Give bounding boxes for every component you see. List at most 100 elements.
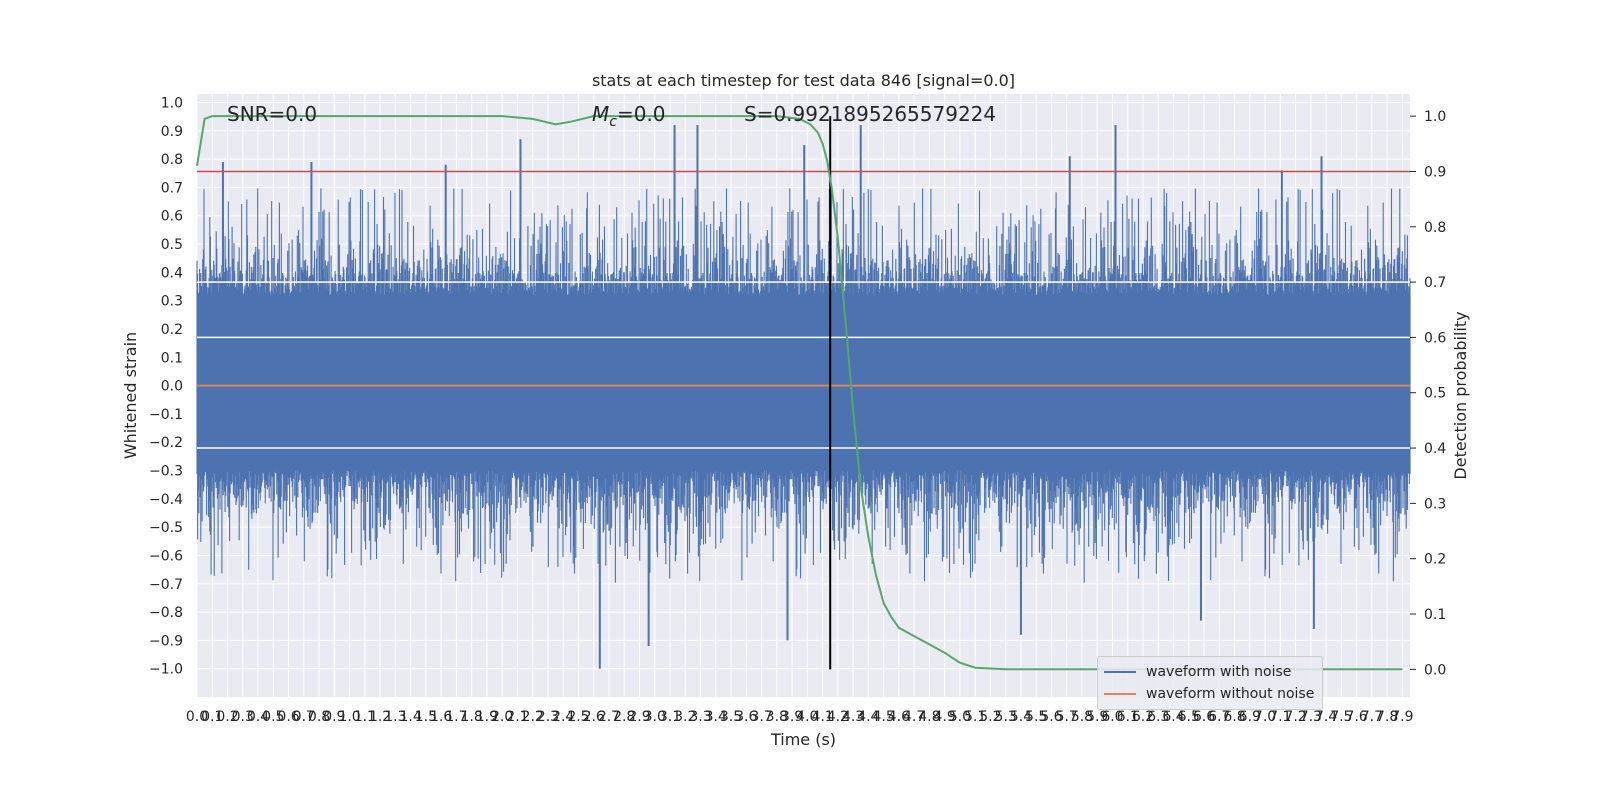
x-tick-label: 4.0 [796,709,818,725]
x-tick-label: 2.5 [567,709,589,725]
y-tick-label: −0.6 [149,548,183,564]
legend-label-with-noise: waveform with noise [1146,664,1292,680]
x-tick-label: 7.5 [1330,709,1352,725]
x-tick-label: 3.6 [735,709,757,725]
x-tick-label: 2.4 [552,709,574,725]
x-tick-label: 5.6 [1040,709,1062,725]
x-tick-label: 7.8 [1376,709,1398,725]
x-tick-label: 6.1 [1117,709,1139,725]
y-axis-label: Whitened strain [121,332,140,459]
x-tick-label: 0.7 [293,709,315,725]
x-tick-label: 3.3 [689,709,711,725]
x-tick-label: 3.7 [750,709,772,725]
y-tick-label: 0.6 [161,209,183,225]
x-tick-label: 3.9 [781,709,803,725]
y2-tick-label: 0.8 [1424,220,1446,236]
x-tick-label: 0.8 [308,709,330,725]
x-tick-label: 0.6 [277,709,299,725]
y-tick-label: 0.4 [161,265,183,281]
x-tick-label: 4.1 [811,709,833,725]
x-tick-label: 1.6 [430,709,452,725]
x-tick-label: 5.2 [979,709,1001,725]
x-tick-label: 3.0 [644,709,666,725]
legend-item-with-noise: waveform with noise [1104,661,1314,683]
detection-probability-line [196,115,1403,671]
y-tick-label: 0.5 [161,237,183,253]
x-tick-label: 5.9 [1086,709,1108,725]
y-tick-label: −0.1 [149,407,183,423]
x-tick-label: 1.0 [338,709,360,725]
x-tick-label: 4.5 [872,709,894,725]
x-tick-label: 6.9 [1239,709,1261,725]
legend-label-without-noise: waveform without noise [1146,686,1315,702]
x-tick-label: 2.3 [537,709,559,725]
mc-annotation: Mc=0.0 [592,102,666,130]
x-tick-label: 5.7 [1056,709,1078,725]
x-tick-label: 5.8 [1071,709,1093,725]
legend: waveform with noise waveform without noi… [1097,656,1324,710]
s-annotation: S=0.9921895265579224 [744,102,996,126]
mc-subscript: c [609,114,617,130]
x-tick-label: 4.7 [903,709,925,725]
y2-tick-label: 0.3 [1424,496,1446,512]
x-tick-label: 0.0 [186,709,208,725]
snr-annotation: SNR=0.0 [227,102,317,126]
x-tick-label: 7.1 [1269,709,1291,725]
x-tick-label: 2.1 [506,709,528,725]
x-tick-label: 1.7 [445,709,467,725]
x-tick-label: 7.0 [1254,709,1276,725]
x-tick-label: 1.9 [476,709,498,725]
y2-tick-label: 0.7 [1424,275,1446,291]
x-tick-label: 4.9 [934,709,956,725]
y2-tick-label: 0.5 [1424,386,1446,402]
x-axis-label: Time (s) [770,730,836,749]
x-tick-label: 5.3 [995,709,1017,725]
y-tick-label: 0.8 [161,152,183,168]
x-tick-label: 3.8 [766,709,788,725]
overlay-lines [196,115,1410,671]
y-tick-label: 0.3 [161,294,183,310]
x-tick-label: 0.1 [201,709,223,725]
y-tick-label: −0.3 [149,464,183,480]
x-tick-label: 2.0 [491,709,513,725]
x-tick-label: 0.9 [323,709,345,725]
x-tick-label: 2.6 [583,709,605,725]
y-tick-label: 0.9 [161,124,183,140]
x-tick-label: 3.2 [674,709,696,725]
axes: 0.00.10.20.30.40.50.60.70.80.91.01.11.21… [149,95,1446,725]
x-tick-label: 6.2 [1132,709,1154,725]
y2-tick-label: 0.9 [1424,164,1446,180]
x-tick-label: 2.2 [522,709,544,725]
y-tick-label: −1.0 [149,662,183,678]
y2-tick-label: 1.0 [1424,109,1446,125]
x-tick-label: 2.8 [613,709,635,725]
x-tick-label: 7.3 [1300,709,1322,725]
x-tick-label: 6.3 [1147,709,1169,725]
y-tick-label: 0.1 [161,350,183,366]
x-tick-label: 4.4 [857,709,879,725]
x-tick-label: 5.5 [1025,709,1047,725]
chart-title: stats at each timestep for test data 846… [592,71,1015,90]
x-tick-label: 1.4 [399,709,421,725]
x-tick-label: 5.0 [949,709,971,725]
x-tick-label: 3.5 [720,709,742,725]
x-tick-label: 6.0 [1101,709,1123,725]
x-tick-label: 6.7 [1208,709,1230,725]
x-tick-label: 3.1 [659,709,681,725]
x-tick-label: 2.9 [628,709,650,725]
y2-tick-label: 0.2 [1424,552,1446,568]
x-tick-label: 4.8 [918,709,940,725]
x-tick-label: 6.5 [1178,709,1200,725]
x-tick-label: 4.6 [888,709,910,725]
y-tick-label: −0.2 [149,435,183,451]
legend-item-without-noise: waveform without noise [1104,683,1314,705]
x-tick-label: 0.2 [216,709,238,725]
y-tick-label: 0.2 [161,322,183,338]
x-tick-label: 6.8 [1223,709,1245,725]
x-tick-label: 2.7 [598,709,620,725]
x-tick-label: 4.2 [827,709,849,725]
x-tick-label: 1.8 [461,709,483,725]
x-tick-label: 0.3 [232,709,254,725]
x-tick-label: 5.1 [964,709,986,725]
